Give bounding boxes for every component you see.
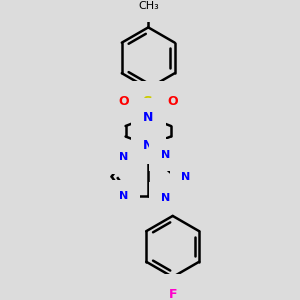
Text: N: N	[160, 193, 170, 203]
Text: N: N	[143, 111, 153, 124]
Text: N: N	[181, 172, 190, 182]
Text: N: N	[119, 191, 128, 201]
Text: O: O	[167, 95, 178, 108]
Text: N: N	[160, 150, 170, 160]
Text: F: F	[168, 288, 177, 300]
Text: N: N	[143, 139, 153, 152]
Text: O: O	[118, 95, 129, 108]
Text: S: S	[143, 94, 153, 109]
Text: CH₃: CH₃	[138, 1, 159, 10]
Text: N: N	[119, 152, 128, 162]
